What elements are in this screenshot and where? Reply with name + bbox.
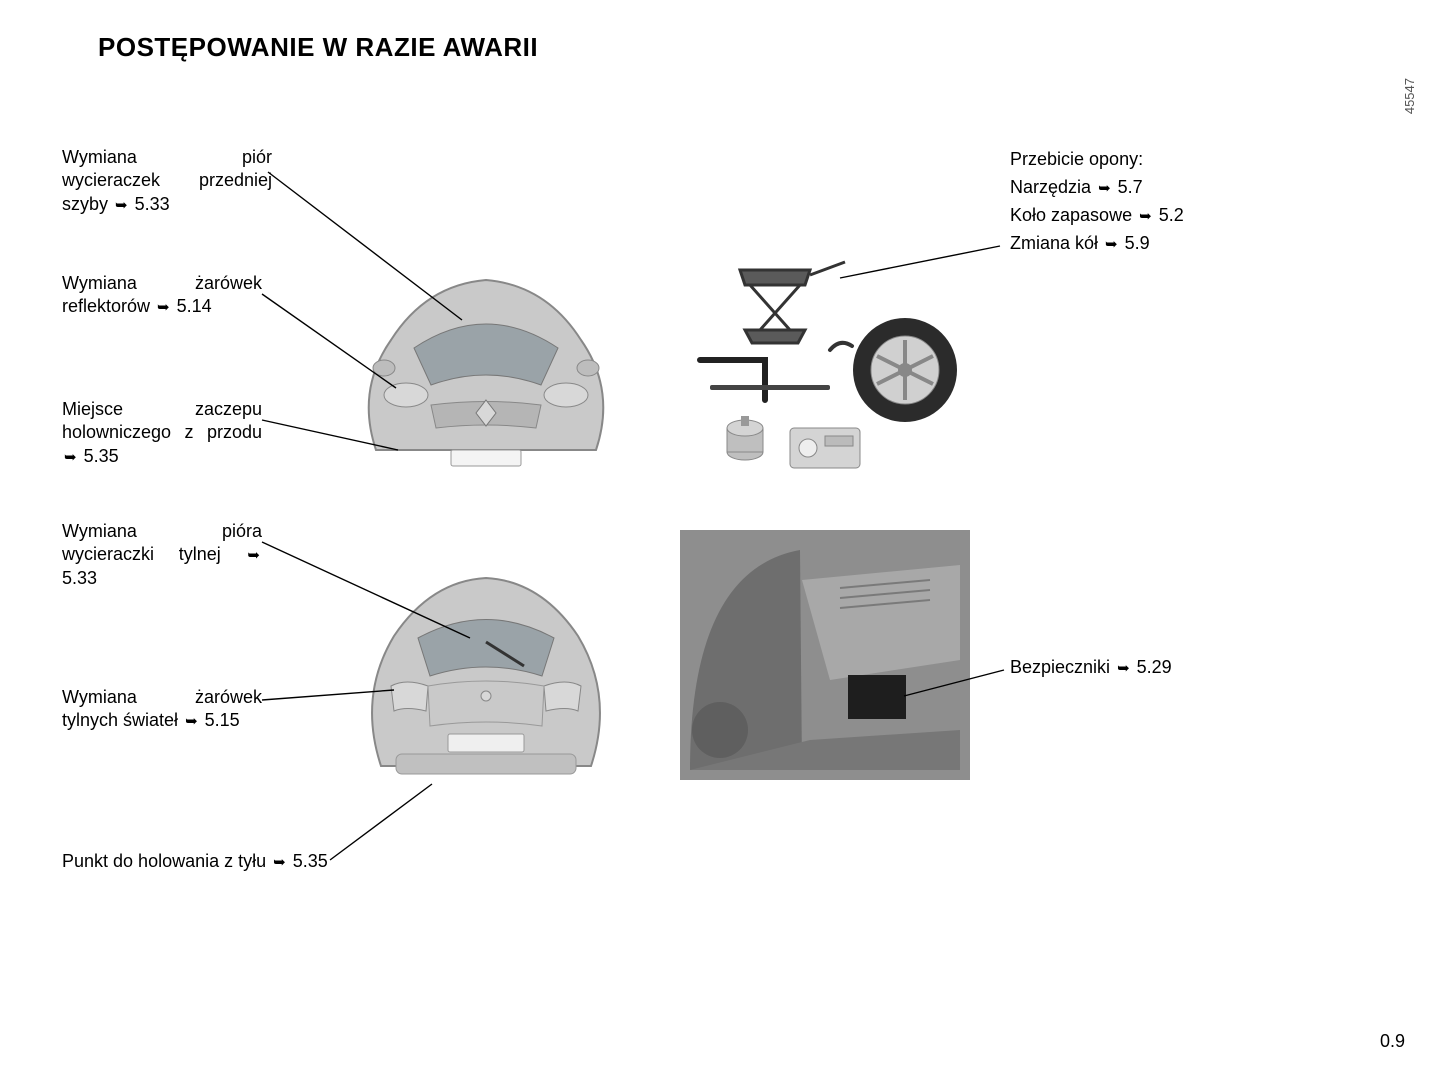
- callout-ref: 5.33: [135, 194, 170, 214]
- callout-ref: 5.29: [1137, 657, 1172, 677]
- callout-text: Miejsce zaczepu holowniczego z przodu: [62, 399, 262, 442]
- puncture-item: Zmiana kół ➥ 5.9: [1010, 230, 1260, 258]
- callout-tow-rear: Punkt do holowania z tyłu ➥ 5.35: [62, 850, 342, 873]
- puncture-item: Narzędzia ➥ 5.7: [1010, 174, 1260, 202]
- arrow-icon: ➥: [247, 546, 260, 566]
- arrow-icon: ➥: [115, 196, 128, 216]
- puncture-group: Przebicie opony: Narzędzia ➥ 5.7 Koło za…: [1010, 146, 1260, 258]
- arrow-icon: ➥: [64, 448, 77, 468]
- callout-ref: 5.9: [1125, 233, 1150, 253]
- arrow-icon: ➥: [1117, 659, 1130, 679]
- callout-taillight: Wymiana żarówek tylnych świateł ➥ 5.15: [62, 686, 262, 733]
- callout-wiper-rear: Wymiana pióra wycieraczki tylnej ➥ 5.33: [62, 520, 262, 590]
- tools-illustration: [680, 240, 970, 480]
- callout-text: Narzędzia: [1010, 177, 1091, 197]
- arrow-icon: ➥: [273, 853, 286, 873]
- callout-ref: 5.33: [62, 568, 97, 588]
- car-front-illustration: [336, 250, 636, 490]
- callout-ref: 5.35: [293, 851, 328, 871]
- doc-ref: 45547: [1402, 78, 1417, 114]
- callout-ref: 5.2: [1159, 205, 1184, 225]
- callout-text: Punkt do holowania z tyłu: [62, 851, 266, 871]
- callout-text: Bezpieczniki: [1010, 657, 1110, 677]
- callout-text: Wymiana pióra wycieraczki tylnej: [62, 521, 262, 564]
- callout-text: Koło zapasowe: [1010, 205, 1132, 225]
- car-rear-illustration: [336, 546, 636, 806]
- callout-ref: 5.14: [177, 296, 212, 316]
- interior-fuses-illustration: [680, 530, 970, 780]
- callout-ref: 5.7: [1118, 177, 1143, 197]
- callout-text: Zmiana kół: [1010, 233, 1098, 253]
- arrow-icon: ➥: [1105, 233, 1118, 256]
- callout-ref: 5.35: [84, 446, 119, 466]
- arrow-icon: ➥: [1139, 205, 1152, 228]
- arrow-icon: ➥: [1098, 177, 1111, 200]
- callout-tow-front: Miejsce zaczepu holowniczego z przodu ➥ …: [62, 398, 262, 468]
- page-title: POSTĘPOWANIE W RAZIE AWARII: [98, 32, 538, 63]
- callout-fuses: Bezpieczniki ➥ 5.29: [1010, 656, 1230, 679]
- puncture-heading: Przebicie opony:: [1010, 146, 1260, 174]
- callout-wiper-front: Wymiana piór wycieraczek przedniej szyby…: [62, 146, 272, 216]
- callout-headlight: Wymiana żarówek reflektorów ➥ 5.14: [62, 272, 262, 319]
- arrow-icon: ➥: [185, 712, 198, 732]
- callout-ref: 5.15: [205, 710, 240, 730]
- page-number: 0.9: [1380, 1031, 1405, 1052]
- puncture-item: Koło zapasowe ➥ 5.2: [1010, 202, 1260, 230]
- arrow-icon: ➥: [157, 298, 170, 318]
